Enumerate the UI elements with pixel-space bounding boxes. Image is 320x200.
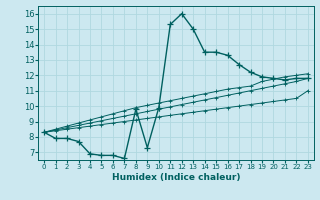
X-axis label: Humidex (Indice chaleur): Humidex (Indice chaleur) bbox=[112, 173, 240, 182]
